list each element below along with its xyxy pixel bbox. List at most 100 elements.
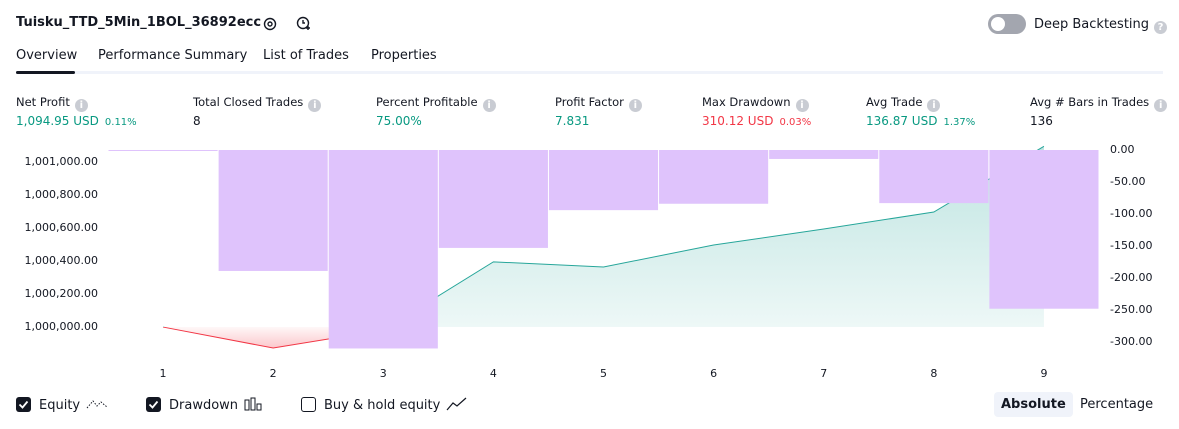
- legend-item[interactable]: Drawdown: [146, 397, 262, 415]
- metric-value: 136.87 USD 1.37%: [866, 114, 975, 128]
- check: [18, 400, 29, 409]
- scale-button[interactable]: Percentage: [1080, 397, 1154, 412]
- legend-icon: [244, 397, 262, 415]
- y-tick-label: 1,001,000.00: [25, 155, 98, 168]
- metric-percent: 0.11%: [104, 117, 137, 128]
- y2-tick-label: -300.00: [1110, 335, 1152, 348]
- tab-underline: [16, 71, 1163, 74]
- drawdown-bar: [769, 150, 879, 159]
- toggle-knob: [991, 17, 1005, 31]
- legend-label: Buy & hold equity: [324, 398, 441, 413]
- y-tick-label: 1,000,400.00: [25, 254, 98, 267]
- info-icon[interactable]: i: [74, 99, 88, 112]
- info-icon[interactable]: i: [308, 99, 322, 112]
- tab[interactable]: Overview: [16, 48, 78, 63]
- metric-value: 75.00%: [376, 114, 422, 128]
- metric-label-text: Max Drawdown: [702, 95, 791, 109]
- alert-icon[interactable]: [296, 15, 312, 31]
- toggle-label: Deep Backtesting?: [1034, 17, 1168, 34]
- checkbox[interactable]: [301, 397, 316, 412]
- metric-value: 8: [193, 114, 201, 128]
- metric-value-text: 8: [193, 114, 201, 128]
- legend-label: Drawdown: [169, 398, 239, 413]
- metric-value-text: 310.12 USD: [702, 114, 774, 128]
- metric-value-text: 75.00%: [376, 114, 422, 128]
- y-tick-label: 1,000,600.00: [25, 221, 98, 234]
- checkbox[interactable]: [16, 397, 31, 412]
- x-tick-label: 8: [930, 367, 937, 380]
- y2-tick-label: 0.00: [1110, 143, 1135, 156]
- scale-button[interactable]: Absolute: [994, 392, 1073, 417]
- toggle-text: Deep Backtesting: [1034, 17, 1150, 32]
- drawdown-bar: [108, 150, 218, 151]
- drawdown-bar: [438, 150, 548, 248]
- metric-label: Profit Factor i: [555, 95, 642, 112]
- legend-icon: [446, 397, 468, 415]
- active-tab-indicator: [16, 71, 75, 74]
- drawdown-bar: [989, 150, 1099, 309]
- metric-value: 136: [1030, 114, 1053, 128]
- y2-tick-label: -50.00: [1110, 175, 1145, 188]
- strategy-title: Tuisku_TTD_5Min_1BOL_36892ecc: [16, 15, 262, 30]
- metric-percent: 0.03%: [779, 117, 812, 128]
- tab[interactable]: List of Trades: [263, 48, 349, 63]
- x-tick-label: 4: [490, 367, 497, 380]
- toggle[interactable]: [988, 14, 1026, 34]
- drawdown-icon: [244, 397, 262, 411]
- x-tick-label: 7: [820, 367, 827, 380]
- metric-label-text: Total Closed Trades: [193, 95, 304, 109]
- metric-label: Avg Trade i: [866, 95, 941, 112]
- equity-area: [163, 146, 1044, 349]
- y-tick-label: 1,000,800.00: [25, 188, 98, 201]
- drawdown-bar: [328, 150, 438, 349]
- metric-label: Percent Profitable i: [376, 95, 496, 112]
- checkbox[interactable]: [146, 397, 161, 412]
- check: [148, 400, 159, 409]
- metric-label: Total Closed Trades i: [193, 95, 322, 112]
- tab[interactable]: Properties: [371, 48, 437, 63]
- legend-item[interactable]: Equity: [16, 397, 108, 415]
- y-tick-label: 1,000,000.00: [25, 320, 98, 333]
- metric-percent: 1.37%: [943, 117, 976, 128]
- drawdown-bar: [218, 150, 328, 271]
- info-icon[interactable]: i: [482, 99, 496, 112]
- metric-label: Avg # Bars in Trades i: [1030, 95, 1168, 112]
- metric-label-text: Profit Factor: [555, 95, 624, 109]
- drawdown-bar: [879, 150, 989, 204]
- legend-item[interactable]: Buy & hold equity: [301, 397, 468, 415]
- x-tick-label: 1: [160, 367, 167, 380]
- y2-tick-label: -150.00: [1110, 239, 1152, 252]
- y2-tick-label: -100.00: [1110, 207, 1152, 220]
- metric-value-text: 1,094.95 USD: [16, 114, 99, 128]
- metric-value-text: 136: [1030, 114, 1053, 128]
- metric-value: 310.12 USD 0.03%: [702, 114, 811, 128]
- x-tick-label: 6: [710, 367, 717, 380]
- y2-tick-label: -200.00: [1110, 271, 1152, 284]
- metric-label: Net Profit i: [16, 95, 88, 112]
- metric-label-text: Percent Profitable: [376, 95, 478, 109]
- metric-label-text: Net Profit: [16, 95, 70, 109]
- info-icon[interactable]: i: [1154, 99, 1168, 112]
- metric-value: 7.831: [555, 114, 589, 128]
- y-tick-label: 1,000,200.00: [25, 287, 98, 300]
- x-tick-label: 5: [600, 367, 607, 380]
- settings-icon[interactable]: [262, 16, 278, 32]
- legend-label: Equity: [39, 398, 81, 413]
- info-icon[interactable]: i: [628, 99, 642, 112]
- legend-icon: [86, 400, 108, 415]
- x-tick-label: 9: [1040, 367, 1047, 380]
- equity-icon: [86, 400, 108, 409]
- metric-label: Max Drawdown i: [702, 95, 809, 112]
- info-icon[interactable]: i: [927, 99, 941, 112]
- metric-label-text: Avg Trade: [866, 95, 923, 109]
- drawdown-bar: [659, 150, 769, 204]
- metric-value-text: 7.831: [555, 114, 590, 128]
- info-icon[interactable]: i: [795, 99, 809, 112]
- info-icon[interactable]: ?: [1154, 21, 1168, 34]
- x-tick-label: 2: [270, 367, 277, 380]
- chart: 1,000,000.00 1,000,200.00 1,000,400.00 1,00…: [25, 143, 1153, 380]
- metric-value: 1,094.95 USD 0.11%: [16, 114, 137, 128]
- metric-value-text: 136.87 USD: [866, 114, 938, 128]
- tab[interactable]: Performance Summary: [98, 48, 248, 63]
